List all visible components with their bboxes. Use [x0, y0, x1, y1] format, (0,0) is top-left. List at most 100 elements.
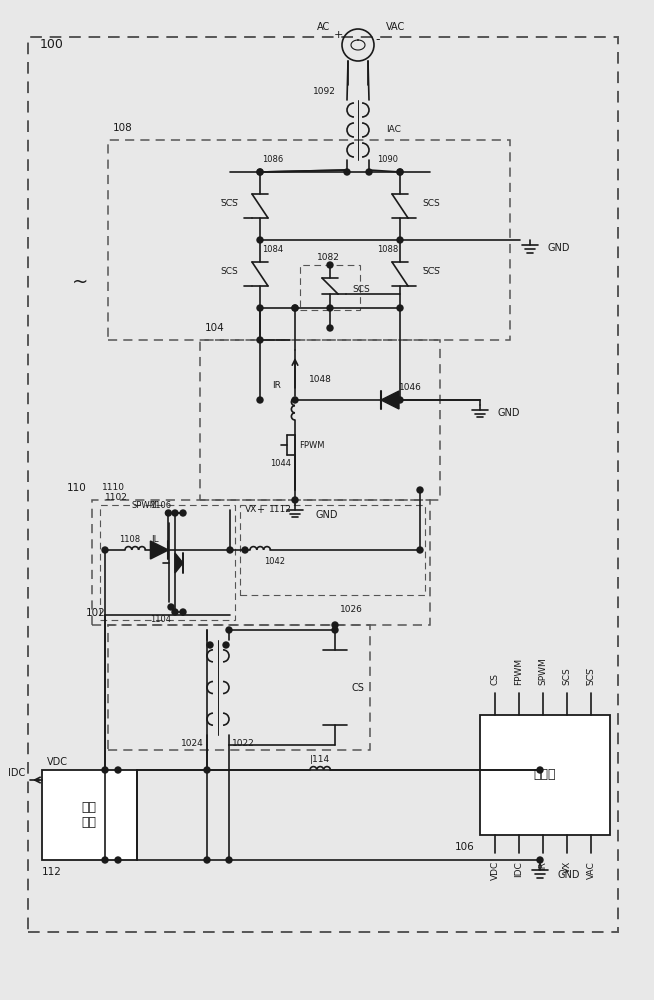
Text: VDC: VDC — [47, 757, 68, 767]
Text: S̅C̅S̅: S̅C̅S̅ — [587, 667, 596, 685]
Text: IAC: IAC — [386, 125, 401, 134]
Text: |114: |114 — [310, 756, 330, 764]
Circle shape — [327, 262, 333, 268]
Text: 110: 110 — [67, 483, 87, 493]
Text: 102: 102 — [86, 608, 106, 618]
Text: VAC: VAC — [386, 22, 405, 32]
Text: GND: GND — [498, 408, 521, 418]
Text: IDC: IDC — [515, 861, 523, 877]
Circle shape — [242, 547, 248, 553]
Text: 1046: 1046 — [398, 383, 421, 392]
Circle shape — [397, 397, 403, 403]
Circle shape — [327, 305, 333, 311]
Text: 1104: 1104 — [150, 615, 171, 624]
Circle shape — [292, 305, 298, 311]
Text: 1044: 1044 — [270, 458, 291, 468]
Bar — [200, 340, 440, 500]
Text: ~: ~ — [72, 272, 88, 292]
Circle shape — [397, 169, 403, 175]
Text: 1022: 1022 — [232, 738, 255, 748]
Text: 1024: 1024 — [181, 738, 204, 748]
Text: GND: GND — [548, 243, 570, 253]
Text: FPWM: FPWM — [515, 658, 523, 685]
Text: CS: CS — [351, 683, 364, 693]
Bar — [240, 505, 425, 595]
Circle shape — [204, 857, 210, 863]
Bar — [100, 505, 235, 620]
Circle shape — [292, 397, 298, 403]
Circle shape — [292, 497, 298, 503]
Text: SCS: SCS — [562, 667, 572, 685]
Circle shape — [115, 857, 121, 863]
Circle shape — [332, 627, 338, 633]
Circle shape — [204, 767, 210, 773]
Text: 1048: 1048 — [309, 375, 332, 384]
Bar — [92, 500, 430, 625]
Circle shape — [257, 337, 263, 343]
Text: 1090: 1090 — [377, 155, 398, 164]
Text: VX: VX — [245, 506, 257, 514]
Text: 112: 112 — [42, 867, 62, 877]
Text: 1026: 1026 — [340, 605, 363, 614]
Circle shape — [257, 305, 263, 311]
Text: SCS: SCS — [352, 286, 370, 294]
Polygon shape — [175, 553, 183, 573]
Bar — [108, 625, 370, 750]
Circle shape — [102, 767, 108, 773]
Circle shape — [223, 642, 229, 648]
Circle shape — [172, 510, 178, 516]
Polygon shape — [150, 541, 168, 559]
Circle shape — [332, 622, 338, 628]
Circle shape — [207, 642, 213, 648]
Text: S̅C̅S̅: S̅C̅S̅ — [220, 198, 238, 208]
Text: 100: 100 — [40, 37, 64, 50]
Circle shape — [180, 609, 186, 615]
Circle shape — [115, 767, 121, 773]
Text: 104: 104 — [205, 323, 225, 333]
Circle shape — [292, 305, 298, 311]
Circle shape — [327, 325, 333, 331]
Circle shape — [537, 767, 543, 773]
Circle shape — [168, 604, 174, 610]
Text: FPWM: FPWM — [299, 440, 324, 450]
Circle shape — [417, 487, 423, 493]
Text: 控制器: 控制器 — [534, 768, 557, 782]
Text: SPWM: SPWM — [131, 500, 157, 510]
Circle shape — [537, 857, 543, 863]
Text: 1082: 1082 — [317, 253, 339, 262]
Circle shape — [257, 397, 263, 403]
Text: SCS: SCS — [422, 198, 439, 208]
Text: S̅C̅S̅: S̅C̅S̅ — [422, 266, 439, 275]
Bar — [480, 715, 610, 835]
Text: VAC: VAC — [587, 861, 596, 879]
Text: 106: 106 — [455, 842, 475, 852]
Text: VX: VX — [562, 861, 572, 873]
Text: IL: IL — [151, 536, 159, 544]
Circle shape — [257, 169, 263, 175]
Bar — [108, 140, 510, 340]
Text: 1110: 1110 — [102, 484, 125, 492]
Text: SPWM: SPWM — [538, 657, 547, 685]
Text: SCS: SCS — [220, 266, 238, 275]
Text: GND: GND — [315, 510, 337, 520]
Text: +: + — [334, 30, 343, 40]
Circle shape — [180, 510, 186, 516]
Text: 1086: 1086 — [262, 155, 283, 164]
Text: CS: CS — [490, 673, 500, 685]
Text: +: + — [256, 505, 264, 515]
Circle shape — [102, 857, 108, 863]
Text: IR: IR — [538, 861, 547, 870]
Circle shape — [257, 169, 263, 175]
Circle shape — [102, 547, 108, 553]
Text: 1088: 1088 — [377, 245, 398, 254]
Text: VDC: VDC — [490, 861, 500, 880]
Bar — [300, 265, 360, 310]
Bar — [28, 37, 618, 932]
Circle shape — [397, 305, 403, 311]
Circle shape — [397, 237, 403, 243]
Text: 直流
电源: 直流 电源 — [82, 801, 97, 829]
Text: 1042: 1042 — [264, 558, 286, 566]
Text: 108: 108 — [113, 123, 133, 133]
Text: 1112: 1112 — [269, 506, 292, 514]
Text: 1106: 1106 — [150, 500, 171, 510]
